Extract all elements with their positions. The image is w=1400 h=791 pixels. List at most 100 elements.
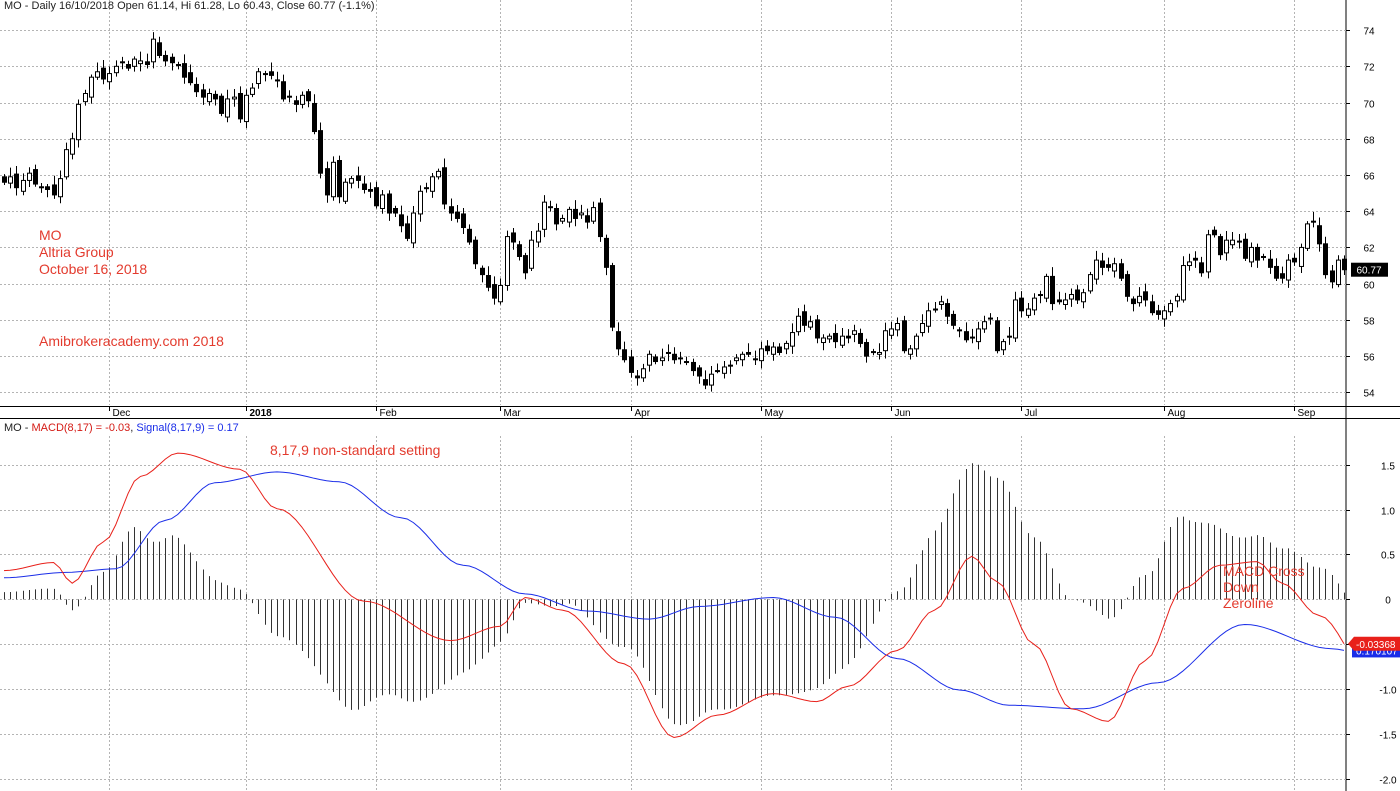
- candle: [225, 98, 230, 118]
- x-tick-label: Jun: [895, 408, 911, 419]
- last-price-text: 60.77: [1356, 266, 1381, 277]
- price-tick-label: 74: [1363, 27, 1375, 38]
- candle: [790, 332, 795, 347]
- candle: [666, 351, 671, 354]
- candle: [1249, 246, 1254, 263]
- macd-tick-label: 0.5: [1381, 551, 1395, 562]
- candle: [988, 317, 993, 320]
- macd-chart-title: MO - MACD(8,17) = -0.03, Signal(8,17,9) …: [4, 422, 239, 434]
- price-tick-label: 72: [1363, 63, 1375, 74]
- candle: [840, 335, 845, 346]
- candle: [1069, 294, 1074, 300]
- macd-title-signal: Signal(8,17,9) = 0.17: [136, 422, 239, 434]
- candle: [114, 65, 119, 74]
- candle: [908, 348, 913, 355]
- candle: [393, 208, 398, 214]
- candle: [486, 275, 491, 288]
- candle: [877, 351, 882, 355]
- annotation-site: Amibrokeracademy.com 2018: [39, 333, 224, 349]
- candle: [641, 368, 646, 379]
- candle: [1137, 295, 1142, 304]
- candle: [691, 361, 696, 372]
- candle: [505, 236, 510, 286]
- candle: [343, 181, 348, 202]
- candle: [132, 58, 137, 67]
- candle: [95, 71, 100, 78]
- candle: [1063, 299, 1068, 305]
- candle: [1100, 260, 1105, 268]
- candle: [1038, 294, 1043, 297]
- candle: [1292, 257, 1297, 263]
- candle: [1218, 236, 1223, 256]
- candle: [473, 239, 478, 265]
- candle: [411, 212, 416, 244]
- candle: [318, 130, 323, 174]
- candle: [1268, 258, 1273, 268]
- candle: [300, 94, 305, 105]
- macd-tick-label: 1.5: [1381, 462, 1395, 473]
- candle: [709, 373, 714, 386]
- candle: [517, 244, 522, 257]
- candle: [1007, 335, 1012, 338]
- candle: [777, 346, 782, 353]
- candle: [895, 323, 900, 331]
- candle: [250, 87, 255, 95]
- x-tick-label: Feb: [380, 408, 398, 419]
- candle: [1274, 265, 1279, 279]
- price-tick-label: 60: [1363, 281, 1375, 292]
- candle: [852, 330, 857, 335]
- candle: [399, 214, 404, 227]
- x-tick-label: Apr: [635, 408, 651, 419]
- candle: [70, 138, 75, 155]
- candle: [58, 178, 63, 198]
- candle: [1156, 310, 1161, 315]
- candle: [1199, 262, 1204, 274]
- candle: [219, 95, 224, 114]
- candle: [759, 348, 764, 362]
- candle: [1181, 265, 1186, 301]
- candle: [802, 311, 807, 326]
- x-tick-label: May: [765, 408, 784, 419]
- candle: [1237, 240, 1242, 243]
- candle: [2, 176, 7, 183]
- candle: [461, 213, 466, 229]
- candle: [629, 356, 634, 373]
- macd-title-macd: MACD(8,17) = -0.03: [31, 422, 131, 434]
- macd-value-box: [1348, 636, 1400, 651]
- candle: [21, 179, 26, 192]
- candle: [418, 190, 423, 215]
- candle: [827, 335, 832, 340]
- signal-value-text: 0.170107: [1356, 646, 1398, 657]
- candle: [1119, 263, 1124, 279]
- candle: [573, 208, 578, 219]
- candle: [151, 38, 156, 63]
- candle: [567, 208, 572, 223]
- price-tick-label: 64: [1363, 208, 1375, 219]
- candle: [312, 102, 317, 133]
- candle: [1032, 297, 1037, 311]
- candle: [1323, 243, 1328, 276]
- candle: [294, 100, 299, 105]
- candle: [523, 255, 528, 274]
- candle: [442, 167, 447, 205]
- candle: [1150, 301, 1155, 314]
- candle: [591, 207, 596, 222]
- candle: [771, 346, 776, 355]
- candle: [356, 175, 361, 181]
- candle: [337, 160, 342, 198]
- candle: [622, 349, 627, 361]
- candle: [511, 232, 516, 243]
- candle: [560, 217, 565, 222]
- last-price-label: 60.77: [1351, 262, 1388, 277]
- candle: [368, 188, 373, 192]
- x-tick-label: Jul: [1025, 408, 1038, 419]
- candle: [1311, 220, 1316, 223]
- candle: [170, 56, 175, 64]
- candle: [616, 331, 621, 350]
- macd-value-text: -0.03368: [1356, 640, 1396, 651]
- candle: [207, 92, 212, 103]
- candle: [126, 64, 131, 69]
- candle: [808, 321, 813, 328]
- macd-line: [3, 452, 1345, 739]
- candle: [548, 206, 553, 209]
